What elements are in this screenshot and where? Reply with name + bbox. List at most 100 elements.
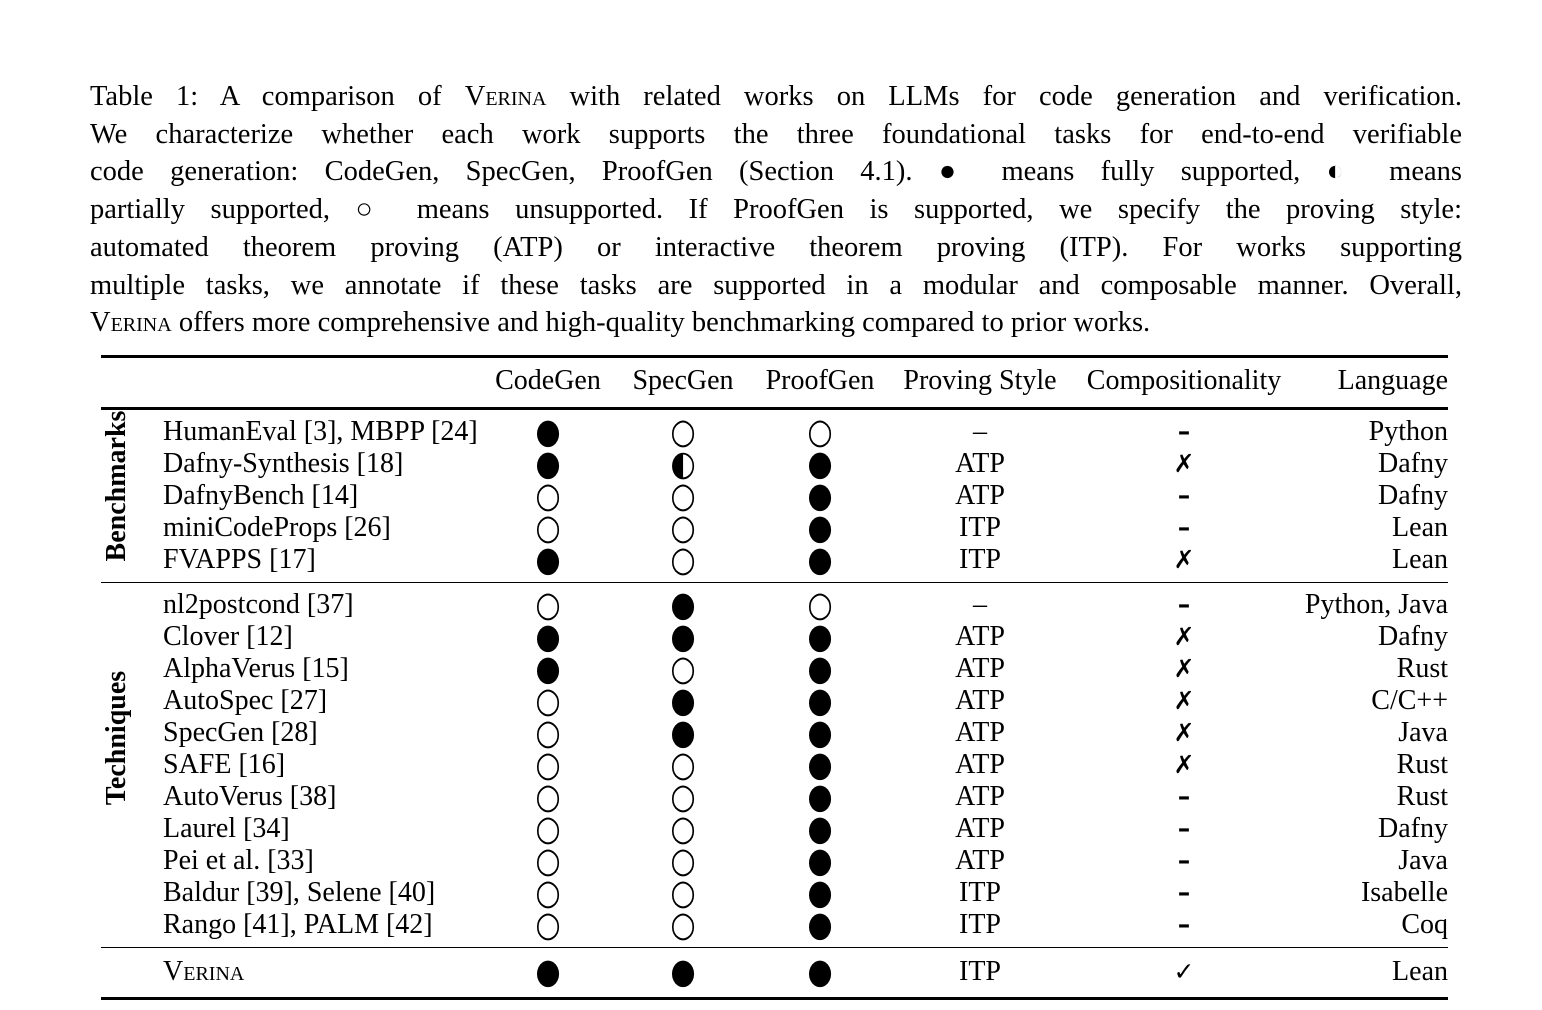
caption-line: automated theorem proving (ATP) or inter… <box>90 229 1462 267</box>
proofgen-cell: ○ <box>753 582 887 625</box>
compositionality-cell: – <box>1073 480 1295 512</box>
compositionality-mark: – <box>1177 814 1191 843</box>
verina-smallcaps: Verina <box>90 307 172 339</box>
codegen-cell: ○ <box>483 711 613 753</box>
caption-line: Verina offers more comprehensive and hig… <box>90 304 1462 342</box>
codegen-cell: ● <box>483 947 613 999</box>
codegen-cell: ● <box>483 618 613 654</box>
codegen-support-symbol: ● <box>535 950 561 992</box>
proofgen-cell: ● <box>753 509 887 545</box>
header-codegen: CodeGen <box>483 356 613 410</box>
language-value: Rust <box>1396 781 1448 812</box>
table-row: AutoVerus [38] ○ ○ ● ATP – Rust <box>101 775 1448 817</box>
proving-style-value: ATP <box>955 621 1005 652</box>
caption-text: automated theorem proving (ATP) or inter… <box>90 231 1462 263</box>
specgen-support-symbol: ● <box>670 679 696 721</box>
proofgen-support-symbol: ● <box>807 950 833 992</box>
codegen-support-symbol: ○ <box>535 743 561 785</box>
specgen-cell: ● <box>613 679 753 721</box>
specgen-support-symbol: ● <box>670 950 696 992</box>
compositionality-mark: ✗ <box>1173 750 1195 779</box>
proofgen-cell: ● <box>753 445 887 481</box>
proofgen-support-symbol: ● <box>807 775 833 817</box>
codegen-support-symbol: ○ <box>535 711 561 753</box>
table-row: Laurel [34] ○ ○ ● ATP – Dafny <box>101 807 1448 849</box>
proving-style-value: ITP <box>959 544 1001 575</box>
codegen-cell: ● <box>483 538 613 583</box>
codegen-support-symbol: ● <box>535 538 561 580</box>
codegen-support-symbol: ○ <box>535 871 561 913</box>
specgen-support-symbol: ○ <box>670 839 696 881</box>
proving-style-value: ATP <box>955 685 1005 716</box>
proving-style-value: ATP <box>955 448 1005 479</box>
work-name: DafnyBench [14] <box>163 480 359 511</box>
work-name: Verina <box>163 947 483 999</box>
verina-smallcaps: Verina <box>464 81 547 112</box>
proofgen-cell: ○ <box>753 409 887 449</box>
compositionality-cell: – <box>1073 877 1295 909</box>
specgen-cell: ○ <box>613 746 753 782</box>
codegen-cell: ○ <box>483 509 613 545</box>
work-name: nl2postcond [37] <box>163 582 483 621</box>
specgen-cell: ○ <box>613 409 753 449</box>
proving-style-value: ITP <box>959 512 1001 543</box>
table-row: Clover [12] ● ● ● ATP ✗ Dafny <box>101 618 1448 654</box>
proofgen-support-symbol: ● <box>807 474 833 516</box>
compositionality-mark: – <box>1177 910 1191 939</box>
compositionality-cell: – <box>1073 582 1295 621</box>
language-value: Lean <box>1392 512 1448 543</box>
header-proofgen: ProofGen <box>753 356 887 410</box>
specgen-support-symbol: ● <box>670 583 696 625</box>
language-value: Isabelle <box>1360 877 1448 908</box>
proofgen-cell: ● <box>753 947 887 999</box>
proofgen-support-symbol: ● <box>807 647 833 689</box>
language-value: Rust <box>1396 749 1448 780</box>
specgen-support-symbol: ○ <box>670 903 696 945</box>
table-row: SAFE [16] ○ ○ ● ATP ✗ Rust <box>101 743 1448 785</box>
table-caption: Table 1: A comparison of Verina with rel… <box>90 78 1462 342</box>
specgen-cell: ◐ <box>613 445 753 481</box>
table-row: FVAPPS [17] ● ○ ● ITP ✗ Lean <box>101 538 1448 583</box>
specgen-support-symbol: ○ <box>670 775 696 817</box>
table-row: Verina ● ● ● ITP ✓ Lean <box>101 947 1448 999</box>
compositionality-cell: ✗ <box>1073 653 1295 685</box>
compositionality-cell: ✗ <box>1073 448 1295 480</box>
compositionality-mark: – <box>1177 782 1191 811</box>
codegen-support-symbol: ○ <box>535 679 561 721</box>
work-name: Clover [12] <box>163 621 293 652</box>
table-row: SpecGen [28] ○ ● ● ATP ✗ Java <box>101 711 1448 753</box>
language-value: Coq <box>1401 909 1448 940</box>
specgen-support-symbol: ○ <box>670 474 696 516</box>
specgen-support-symbol: ○ <box>670 647 696 689</box>
compositionality-cell: – <box>1073 409 1295 449</box>
codegen-support-symbol: ○ <box>535 807 561 849</box>
proofgen-support-symbol: ● <box>807 839 833 881</box>
compositionality-mark: – <box>1177 417 1191 446</box>
table-row: Dafny-Synthesis [18] ● ◐ ● ATP ✗ Dafny <box>101 445 1448 481</box>
compositionality-cell: ✗ <box>1073 717 1295 749</box>
codegen-cell: ○ <box>483 679 613 721</box>
compositionality-mark: – <box>1177 846 1191 875</box>
proofgen-support-symbol: ○ <box>807 583 833 625</box>
codegen-support-symbol: ○ <box>535 583 561 625</box>
specgen-support-symbol: ● <box>670 711 696 753</box>
section-label-cell <box>101 582 163 948</box>
table-row: AutoSpec [27] ○ ● ● ATP ✗ C/C++ <box>101 679 1448 721</box>
compositionality-cell: ✗ <box>1073 685 1295 717</box>
compositionality-cell: – <box>1073 512 1295 544</box>
proving-style-value: ATP <box>955 717 1005 748</box>
language-value: Python, Java <box>1295 582 1448 621</box>
specgen-cell: ○ <box>613 775 753 817</box>
compositionality-mark: – <box>1177 481 1191 510</box>
header-proving-style: Proving Style <box>887 356 1073 410</box>
work-name: miniCodeProps [26] <box>163 512 391 543</box>
specgen-cell: ○ <box>613 647 753 689</box>
specgen-cell: ○ <box>613 874 753 910</box>
codegen-cell: ● <box>483 445 613 481</box>
codegen-support-symbol: ○ <box>535 903 561 945</box>
proofgen-cell: ● <box>753 618 887 654</box>
specgen-cell: ○ <box>613 541 753 583</box>
table-row: nl2postcond [37] ○ ● ○ – – Python, Java <box>101 582 1448 948</box>
proofgen-support-symbol: ● <box>807 903 833 945</box>
